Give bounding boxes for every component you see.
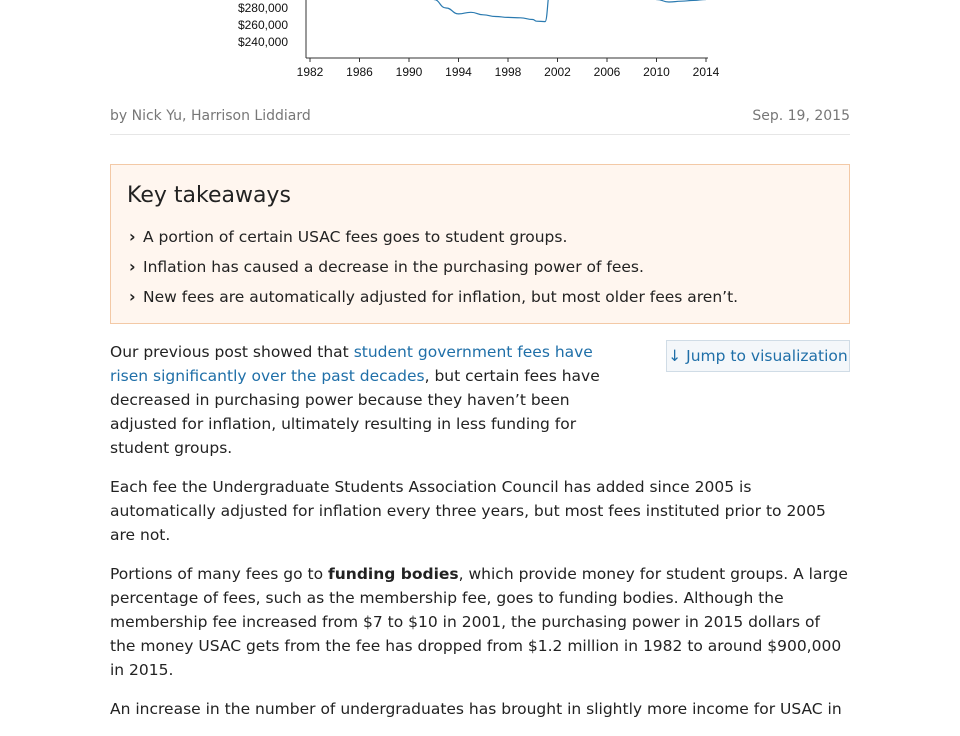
article-meta: by Nick Yu, Harrison Liddiard Sep. 19, 2…: [110, 106, 850, 135]
x-tick-label: 2002: [544, 65, 571, 79]
publish-date: Sep. 19, 2015: [752, 108, 850, 124]
fee-chart: $280,000 $260,000 $240,000 1982 1986 1990 199…: [238, 0, 720, 79]
y-axis-ticks: $280,000 $260,000 $240,000: [238, 1, 288, 49]
y-tick-label: $280,000: [238, 1, 288, 15]
y-tick-label: $240,000: [238, 35, 288, 49]
funding-bodies-term: funding bodies: [328, 565, 459, 583]
byline: by Nick Yu, Harrison Liddiard: [110, 108, 311, 124]
chevron-right-icon: ›: [129, 227, 136, 246]
x-tick-label: 2006: [594, 65, 621, 79]
fees-risen-link[interactable]: student government fees have risen signi…: [110, 343, 593, 385]
key-takeaways-title: Key takeaways: [127, 183, 291, 208]
list-item: › Inflation has caused a decrease in the …: [129, 255, 738, 285]
x-axis-ticks: 1982 1986 1990 1994 1998 2002 2006 2010 2014: [297, 58, 720, 79]
series-line: [433, 0, 707, 23]
x-tick-label: 1994: [445, 65, 472, 79]
jump-to-visualization-button[interactable]: ↓ Jump to visualization: [666, 340, 850, 372]
y-tick-label: $260,000: [238, 18, 288, 32]
paragraph: Portions of many fees go to funding bodi…: [110, 565, 848, 679]
article-body: Our previous post showed that student go…: [110, 340, 850, 736]
paragraph: An increase in the number of undergradua…: [110, 700, 842, 718]
chevron-right-icon: ›: [129, 257, 136, 276]
x-tick-label: 2010: [643, 65, 670, 79]
list-item: › New fees are automatically adjusted for…: [129, 285, 738, 315]
chevron-right-icon: ›: [129, 287, 136, 306]
x-tick-label: 1998: [495, 65, 522, 79]
paragraph: Our previous post showed that student go…: [110, 343, 600, 457]
list-item: › A portion of certain USAC fees goes to …: [129, 225, 738, 255]
x-tick-label: 1990: [396, 65, 423, 79]
x-tick-label: 1982: [297, 65, 324, 79]
key-takeaways-box: Key takeaways › A portion of certain USAC…: [110, 164, 850, 324]
x-tick-label: 1986: [346, 65, 373, 79]
x-tick-label: 2014: [693, 65, 720, 79]
takeaways-list: › A portion of certain USAC fees goes to …: [129, 225, 738, 315]
paragraph: Each fee the Undergraduate Students Asso…: [110, 478, 826, 544]
